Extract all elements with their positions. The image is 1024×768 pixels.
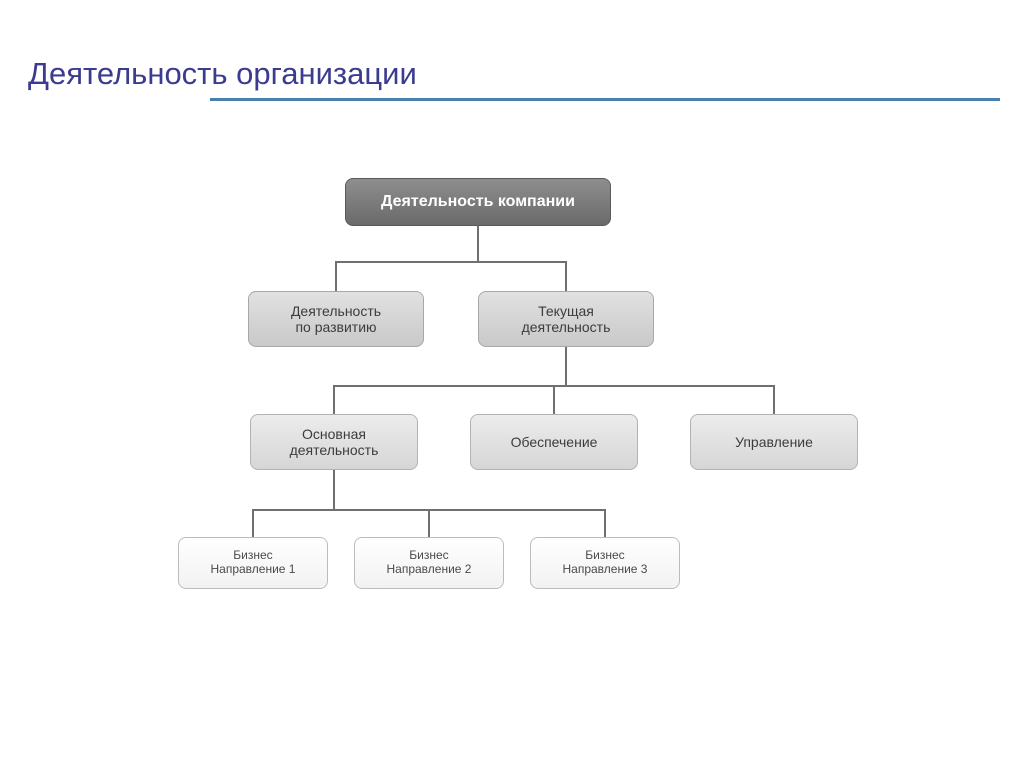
page-title: Деятельность организации: [28, 56, 417, 92]
node-biz3-label: БизнесНаправление 3: [563, 549, 648, 577]
node-root-label: Деятельность компании: [381, 193, 575, 211]
node-current-label: Текущаядеятельность: [522, 303, 611, 335]
node-core: Основнаядеятельность: [250, 414, 418, 470]
node-dev-label: Деятельностьпо развитию: [291, 303, 381, 335]
title-divider: [210, 98, 1000, 101]
node-support: Обеспечение: [470, 414, 638, 470]
node-biz2: БизнесНаправление 2: [354, 537, 504, 589]
node-current: Текущаядеятельность: [478, 291, 654, 347]
node-biz3: БизнесНаправление 3: [530, 537, 680, 589]
org-chart-connectors: [0, 0, 1024, 768]
node-support-label: Обеспечение: [511, 434, 598, 450]
node-manage: Управление: [690, 414, 858, 470]
slide: Деятельность организации Деятельность ко…: [0, 0, 1024, 768]
node-biz1: БизнесНаправление 1: [178, 537, 328, 589]
node-manage-label: Управление: [735, 434, 813, 450]
node-biz2-label: БизнесНаправление 2: [387, 549, 472, 577]
node-biz1-label: БизнесНаправление 1: [211, 549, 296, 577]
node-core-label: Основнаядеятельность: [290, 426, 379, 458]
node-root: Деятельность компании: [345, 178, 611, 226]
node-dev: Деятельностьпо развитию: [248, 291, 424, 347]
